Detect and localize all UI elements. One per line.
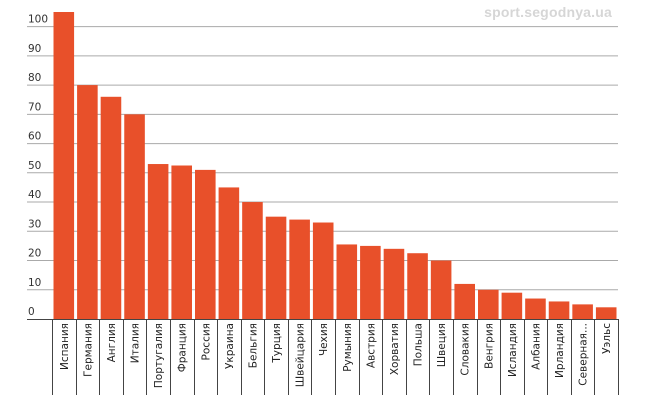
x-tick-label: Польша — [413, 323, 425, 366]
bar — [289, 219, 310, 319]
bar — [360, 245, 381, 319]
x-tick-label: Венгрия — [483, 323, 495, 369]
x-tick-label: Испания — [59, 323, 71, 370]
x-tick-label: Хорватия — [389, 323, 401, 375]
bar — [147, 164, 169, 319]
bar — [171, 165, 192, 319]
bars — [53, 12, 617, 320]
bar — [548, 301, 570, 319]
x-tick-label: Франция — [177, 323, 189, 372]
watermark: sport.segodnya.ua — [484, 4, 612, 20]
y-tick-label: 10 — [28, 277, 41, 289]
bar — [383, 248, 405, 319]
x-tick-label: Италия — [130, 323, 142, 363]
bar — [312, 222, 334, 319]
x-tick-label: Ирландия — [554, 323, 566, 378]
x-tick-label: Словакия — [460, 323, 472, 376]
x-tick-label: Украина — [224, 323, 236, 369]
y-tick-label: 80 — [28, 72, 41, 84]
bar — [218, 187, 240, 319]
y-tick-label: 30 — [28, 218, 41, 230]
x-axis — [27, 319, 619, 395]
bar — [242, 202, 263, 319]
y-tick-label: 50 — [28, 160, 41, 172]
bar — [407, 253, 428, 319]
x-tick-label: Румыния — [342, 323, 354, 372]
x-tick-label: Австрия — [365, 323, 377, 368]
y-tick-label: 40 — [28, 189, 41, 201]
x-tick-label: Турция — [271, 323, 283, 364]
bar — [265, 216, 287, 319]
bar — [53, 12, 75, 319]
bar — [478, 289, 499, 319]
x-tick-label: Уэльс — [601, 323, 613, 354]
bar — [77, 85, 98, 319]
x-tick-label: Северная... — [578, 323, 590, 386]
x-tick-label: Бельгия — [247, 323, 259, 368]
bar — [595, 307, 617, 319]
bar — [124, 114, 145, 319]
x-axis-tick-labels: Испания Германия Англия Италия Португалия Фра… — [59, 323, 613, 388]
x-tick-label: Чехия — [318, 323, 330, 356]
bar — [501, 292, 523, 319]
bar — [336, 244, 358, 319]
y-tick-label: 100 — [28, 14, 48, 26]
bar — [525, 298, 546, 319]
bar — [572, 304, 593, 319]
y-tick-label: 0 — [28, 306, 35, 318]
x-tick-label: Англия — [106, 323, 118, 362]
x-tick-label: Швейцария — [295, 323, 307, 387]
y-axis-tick-labels: 0 10 20 30 40 50 60 70 80 90 100 — [28, 14, 48, 318]
bar — [195, 169, 216, 319]
y-tick-label: 70 — [28, 101, 41, 113]
x-tick-label: Албания — [530, 323, 542, 370]
x-tick-label: Россия — [200, 323, 212, 360]
x-tick-label: Исландия — [507, 323, 519, 377]
bar — [100, 96, 122, 320]
bar — [430, 260, 452, 319]
x-tick-label: Португалия — [153, 323, 165, 388]
y-tick-label: 20 — [28, 248, 41, 260]
bar — [454, 283, 475, 319]
y-tick-label: 60 — [28, 131, 41, 143]
y-tick-label: 90 — [28, 43, 41, 55]
x-tick-label: Германия — [82, 323, 94, 377]
x-tick-label: Швеция — [436, 323, 448, 367]
